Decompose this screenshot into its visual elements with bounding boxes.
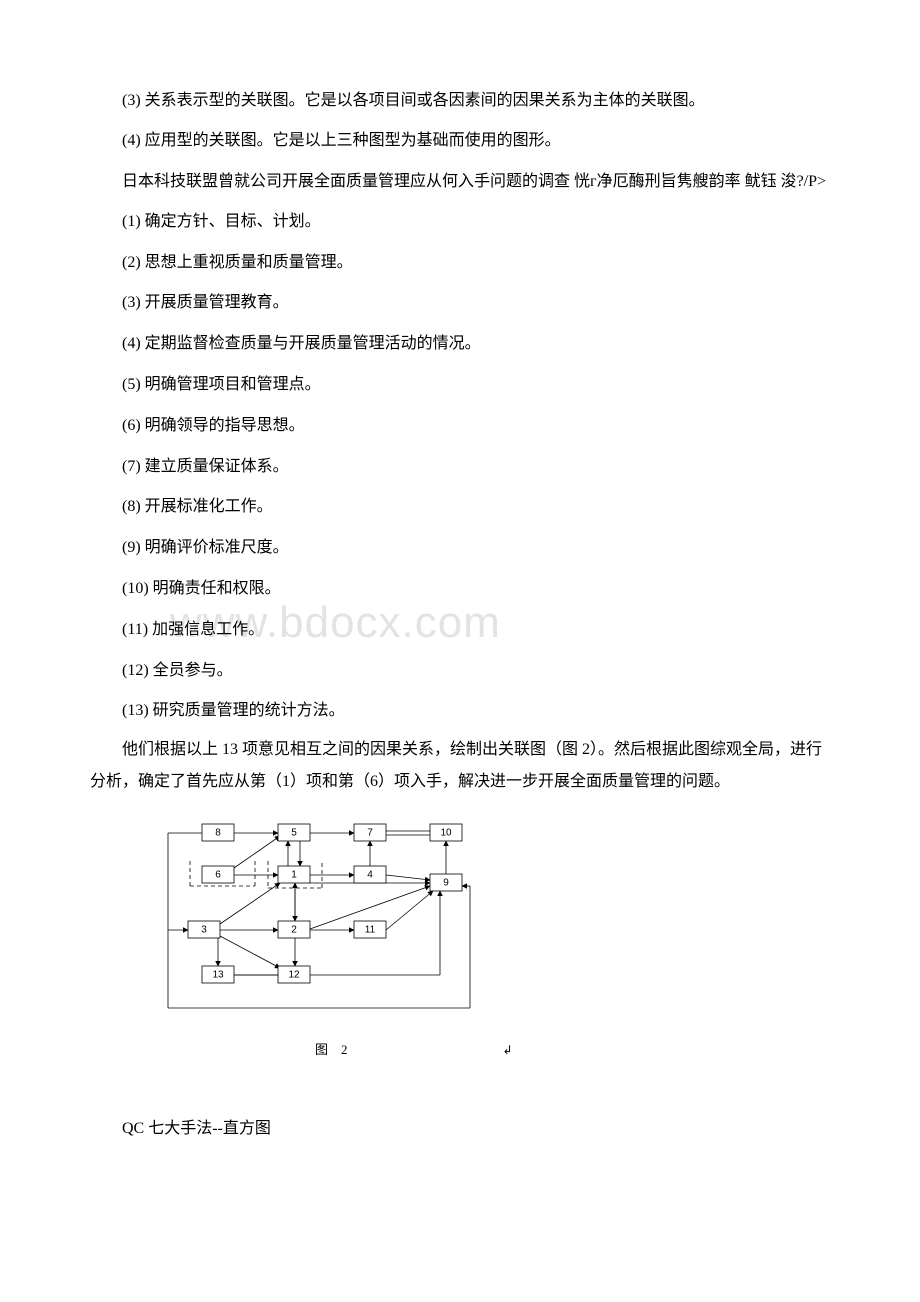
- svg-text:6: 6: [215, 870, 221, 881]
- svg-text:12: 12: [288, 970, 300, 981]
- svg-text:7: 7: [367, 828, 373, 839]
- paragraph-3: (3) 关系表示型的关联图。它是以各项目间或各因素间的因果关系为主体的关联图。: [90, 85, 830, 117]
- list-item-9: (9) 明确评价标准尺度。: [90, 530, 830, 567]
- list-item-11: (11) 加强信息工作。: [90, 612, 830, 649]
- svg-text:11: 11: [365, 925, 376, 936]
- diagram-svg: 8 5 7 10 6 1 4 9 3 2 11 13 12: [140, 816, 500, 1021]
- svg-text:10: 10: [440, 828, 452, 839]
- list-item-8: (8) 开展标准化工作。: [90, 489, 830, 526]
- diagram-caption: 图 2↲: [315, 1039, 830, 1058]
- list-item-6: (6) 明确领导的指导思想。: [90, 408, 830, 445]
- svg-text:4: 4: [367, 870, 373, 881]
- relation-diagram: 8 5 7 10 6 1 4 9 3 2 11 13 12 图 2↲: [140, 816, 830, 1058]
- list-item-4: (4) 定期监督检查质量与开展质量管理活动的情况。: [90, 326, 830, 363]
- list-item-3: (3) 开展质量管理教育。: [90, 285, 830, 322]
- list-item-2: (2) 思想上重视质量和质量管理。: [90, 245, 830, 282]
- list-item-5: (5) 明确管理项目和管理点。: [90, 367, 830, 404]
- list-item-7: (7) 建立质量保证体系。: [90, 449, 830, 486]
- list-item-10: (10) 明确责任和权限。: [90, 571, 830, 608]
- svg-text:5: 5: [291, 828, 297, 839]
- svg-text:2: 2: [291, 925, 297, 936]
- list-item-1: (1) 确定方针、目标、计划。: [90, 204, 830, 241]
- caption-return-icon: ↲: [503, 1043, 513, 1058]
- svg-text:9: 9: [443, 878, 449, 889]
- svg-text:3: 3: [201, 925, 207, 936]
- paragraph-conclusion: 他们根据以上 13 项意见相互之间的因果关系，绘制出关联图（图 2）。然后根据此…: [90, 734, 830, 798]
- svg-text:13: 13: [212, 970, 224, 981]
- next-section-title: QC 七大手法--直方图: [90, 1113, 830, 1145]
- paragraph-4: (4) 应用型的关联图。它是以上三种图型为基础而使用的图形。: [90, 123, 830, 160]
- list-item-13: (13) 研究质量管理的统计方法。: [90, 693, 830, 730]
- document-content: (3) 关系表示型的关联图。它是以各项目间或各因素间的因果关系为主体的关联图。 …: [90, 85, 830, 1145]
- list-item-12: (12) 全员参与。: [90, 653, 830, 690]
- svg-text:1: 1: [291, 870, 297, 881]
- paragraph-intro: 日本科技联盟曾就公司开展全面质量管理应从何入手问题的调查 恍г净厄酶刑旨隽艘韵率…: [90, 166, 830, 198]
- svg-text:8: 8: [215, 828, 221, 839]
